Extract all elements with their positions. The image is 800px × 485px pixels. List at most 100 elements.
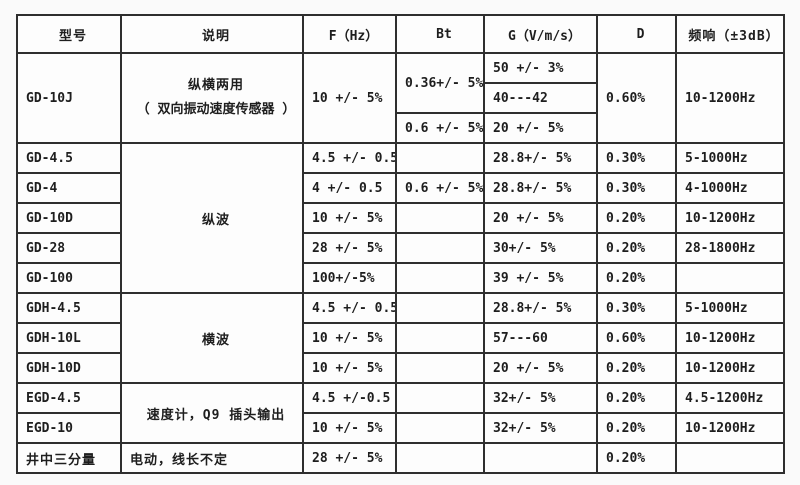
- col-header-freq-response: 频响（±3dB）: [675, 14, 785, 54]
- f-cell: 10 +/- 5%: [302, 352, 397, 384]
- model-cell: GDH-10L: [16, 322, 122, 354]
- col-header-model: 型号: [16, 14, 122, 54]
- table-row-gd100: GD-100 100+/-5% 39 +/- 5% 0.20%: [16, 262, 785, 294]
- table-row-egd10: EGD-10 10 +/- 5% 32+/- 5% 0.20% 10-1200H…: [16, 412, 785, 444]
- d-cell: 0.30%: [596, 142, 677, 174]
- gd10j-freq-cell: 10-1200Hz: [675, 52, 785, 144]
- group-velocimeter-cell: 速度计，Q9 插头输出: [120, 382, 304, 444]
- f-cell: 100+/-5%: [302, 262, 397, 294]
- gd10j-g1-cell: 50 +/- 3%: [483, 52, 598, 84]
- model-cell: GDH-4.5: [16, 292, 122, 324]
- d-cell: 0.20%: [596, 352, 677, 384]
- gd10j-f-cell: 10 +/- 5%: [302, 52, 397, 144]
- d-cell: 0.30%: [596, 292, 677, 324]
- bt-cell: [395, 382, 485, 414]
- bt-cell: [395, 232, 485, 264]
- model-cell: GD-10D: [16, 202, 122, 234]
- freq-cell: 10-1200Hz: [675, 412, 785, 444]
- gd10j-bt-upper-cell: 0.36+/- 5%: [395, 52, 485, 114]
- g-cell: 57---60: [483, 322, 598, 354]
- bt-cell: [395, 262, 485, 294]
- d-cell: 0.20%: [596, 232, 677, 264]
- f-cell: 10 +/- 5%: [302, 412, 397, 444]
- table-row-gd45: GD-4.5 纵波 4.5 +/- 0.5 28.8+/- 5% 0.30% 5…: [16, 142, 785, 294]
- bt-cell: [395, 322, 485, 354]
- model-cell: EGD-4.5: [16, 382, 122, 414]
- freq-cell: 4.5-1200Hz: [675, 382, 785, 414]
- g-cell: 39 +/- 5%: [483, 262, 598, 294]
- freq-cell: 5-1000Hz: [675, 292, 785, 324]
- col-header-description: 说明: [120, 14, 304, 54]
- table-row-gd4: GD-4 4 +/- 0.5 0.6 +/- 5% 28.8+/- 5% 0.3…: [16, 172, 785, 204]
- bt-cell: [395, 202, 485, 234]
- gd10j-model-cell: GD-10J: [16, 52, 122, 144]
- table-row-gd28: GD-28 28 +/- 5% 30+/- 5% 0.20% 28-1800Hz: [16, 232, 785, 264]
- col-header-d: D: [596, 14, 677, 54]
- d-cell: 0.60%: [596, 322, 677, 354]
- col-header-frequency: F（Hz）: [302, 14, 397, 54]
- model-cell: GD-4.5: [16, 142, 122, 174]
- header-row: 型号 说明 F（Hz） Bt G（V/m/s） D 频响（±3dB）: [16, 14, 785, 54]
- bt-cell: [395, 442, 485, 474]
- g-cell: 28.8+/- 5%: [483, 172, 598, 204]
- gd10j-description-cell: 纵横两用 （ 双向振动速度传感器 ）: [120, 52, 304, 144]
- d-cell: 0.20%: [596, 412, 677, 444]
- table-row-gd10j-1: GD-10J 纵横两用 （ 双向振动速度传感器 ） 10 +/- 5% 0.36…: [16, 52, 785, 144]
- model-cell: GD-28: [16, 232, 122, 264]
- f-cell: 10 +/- 5%: [302, 202, 397, 234]
- col-header-sensitivity: G（V/m/s）: [483, 14, 598, 54]
- freq-cell: 5-1000Hz: [675, 142, 785, 174]
- g-cell: [483, 442, 598, 474]
- f-cell: 10 +/- 5%: [302, 322, 397, 354]
- g-cell: 32+/- 5%: [483, 412, 598, 444]
- bt-cell: [395, 352, 485, 384]
- table-row-gdh45: GDH-4.5 横波 4.5 +/- 0.5 28.8+/- 5% 0.30% …: [16, 292, 785, 384]
- bt-cell: 0.6 +/- 5%: [395, 172, 485, 204]
- col-header-bt: Bt: [395, 14, 485, 54]
- g-cell: 20 +/- 5%: [483, 352, 598, 384]
- f-cell: 4 +/- 0.5: [302, 172, 397, 204]
- d-cell: 0.20%: [596, 262, 677, 294]
- group-transverse-cell: 横波: [120, 292, 304, 384]
- bt-cell: [395, 412, 485, 444]
- gd10j-g3-cell: 20 +/- 5%: [483, 112, 598, 144]
- table-row-gdh10l: GDH-10L 10 +/- 5% 57---60 0.60% 10-1200H…: [16, 322, 785, 354]
- d-cell: 0.30%: [596, 172, 677, 204]
- f-cell: 28 +/- 5%: [302, 442, 397, 474]
- table-row-egd45: EGD-4.5 速度计，Q9 插头输出 4.5 +/-0.5 32+/- 5% …: [16, 382, 785, 444]
- gd10j-bt-lower-cell: 0.6 +/- 5%: [395, 112, 485, 144]
- table-row-gd10j-3: 0.6 +/- 5% 20 +/- 5%: [17, 112, 784, 144]
- model-cell: EGD-10: [16, 412, 122, 444]
- sensor-spec-table: 型号 说明 F（Hz） Bt G（V/m/s） D 频响（±3dB） GD-10…: [16, 14, 785, 474]
- freq-cell: 10-1200Hz: [675, 202, 785, 234]
- table-row-borehole: 井中三分量 电动，线长不定 28 +/- 5% 0.20%: [16, 442, 785, 474]
- g-cell: 20 +/- 5%: [483, 202, 598, 234]
- gd10j-desc-line1: 纵横两用: [187, 78, 244, 94]
- gd10j-desc-line2: （ 双向振动速度传感器 ）: [136, 101, 296, 117]
- freq-cell: [675, 442, 785, 474]
- gd10j-g2-cell: 40---42: [483, 82, 598, 114]
- freq-cell: 28-1800Hz: [675, 232, 785, 264]
- table-row-gd10j-2: 40---42: [17, 82, 784, 114]
- f-cell: 4.5 +/- 0.5: [302, 292, 397, 324]
- freq-cell: 10-1200Hz: [675, 322, 785, 354]
- f-cell: 4.5 +/- 0.5: [302, 142, 397, 174]
- freq-cell: 10-1200Hz: [675, 352, 785, 384]
- model-cell: 井中三分量: [16, 442, 122, 474]
- d-cell: 0.20%: [596, 442, 677, 474]
- g-cell: 28.8+/- 5%: [483, 142, 598, 174]
- bt-cell: [395, 142, 485, 174]
- bt-cell: [395, 292, 485, 324]
- table-row-gdh10d: GDH-10D 10 +/- 5% 20 +/- 5% 0.20% 10-120…: [16, 352, 785, 384]
- group-longitudinal-cell: 纵波: [120, 142, 304, 294]
- freq-cell: 4-1000Hz: [675, 172, 785, 204]
- g-cell: 28.8+/- 5%: [483, 292, 598, 324]
- model-cell: GD-4: [16, 172, 122, 204]
- d-cell: 0.20%: [596, 202, 677, 234]
- table-row-gd10d: GD-10D 10 +/- 5% 20 +/- 5% 0.20% 10-1200…: [16, 202, 785, 234]
- gd10j-d-cell: 0.60%: [596, 52, 677, 144]
- d-cell: 0.20%: [596, 382, 677, 414]
- model-cell: GD-100: [16, 262, 122, 294]
- model-cell: GDH-10D: [16, 352, 122, 384]
